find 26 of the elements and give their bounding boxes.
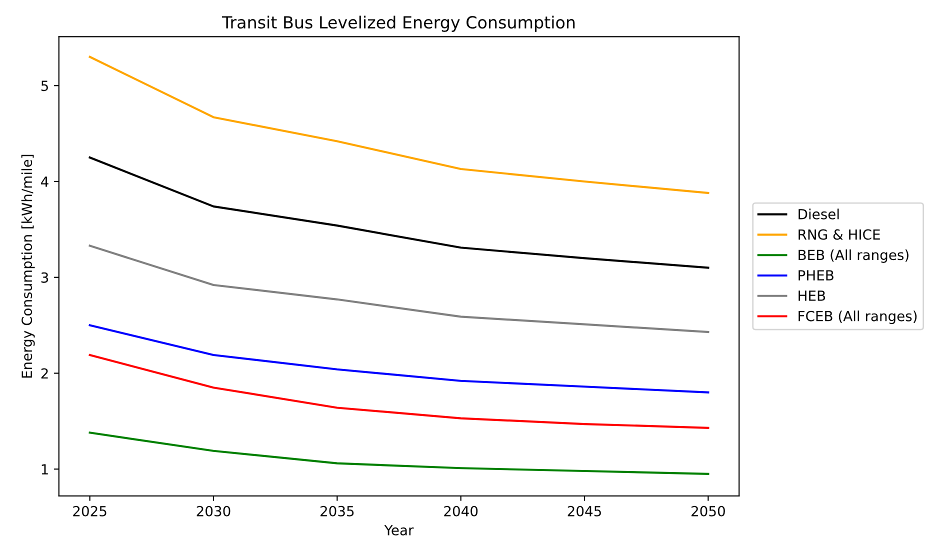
legend-label: HEB xyxy=(798,290,826,301)
legend-label: PHEB xyxy=(798,270,834,280)
line-series xyxy=(88,56,710,194)
line-series xyxy=(88,432,710,475)
y-tick-label: 5 xyxy=(41,80,48,92)
y-axis-title: Energy Consumption [kWh/mile] xyxy=(21,154,35,378)
x-axis-title: Year xyxy=(384,525,414,536)
line-series xyxy=(88,244,710,334)
x-tick-label: 2050 xyxy=(692,506,725,516)
x-tick-label: 2045 xyxy=(568,506,601,516)
legend-label: BEB (All ranges) xyxy=(798,249,908,263)
x-tick-label: 2035 xyxy=(320,506,354,516)
line-series xyxy=(88,354,710,429)
y-tick-label: 1 xyxy=(42,464,48,474)
legend-label: RNG & HICE xyxy=(798,229,880,240)
legend-label: FCEB (All ranges) xyxy=(798,310,917,324)
legend-label: Diesel xyxy=(798,208,839,220)
line-series xyxy=(88,156,710,269)
y-tick-label: 3 xyxy=(41,272,48,283)
x-tick-label: 2040 xyxy=(444,506,478,516)
y-tick-label: 4 xyxy=(41,176,48,187)
x-tick-label: 2025 xyxy=(73,506,106,516)
y-tick-label: 2 xyxy=(41,368,48,378)
chart-title: Transit Bus Levelized Energy Consumption xyxy=(222,16,575,32)
x-tick-label: 2030 xyxy=(196,506,230,516)
line-series xyxy=(88,324,710,394)
